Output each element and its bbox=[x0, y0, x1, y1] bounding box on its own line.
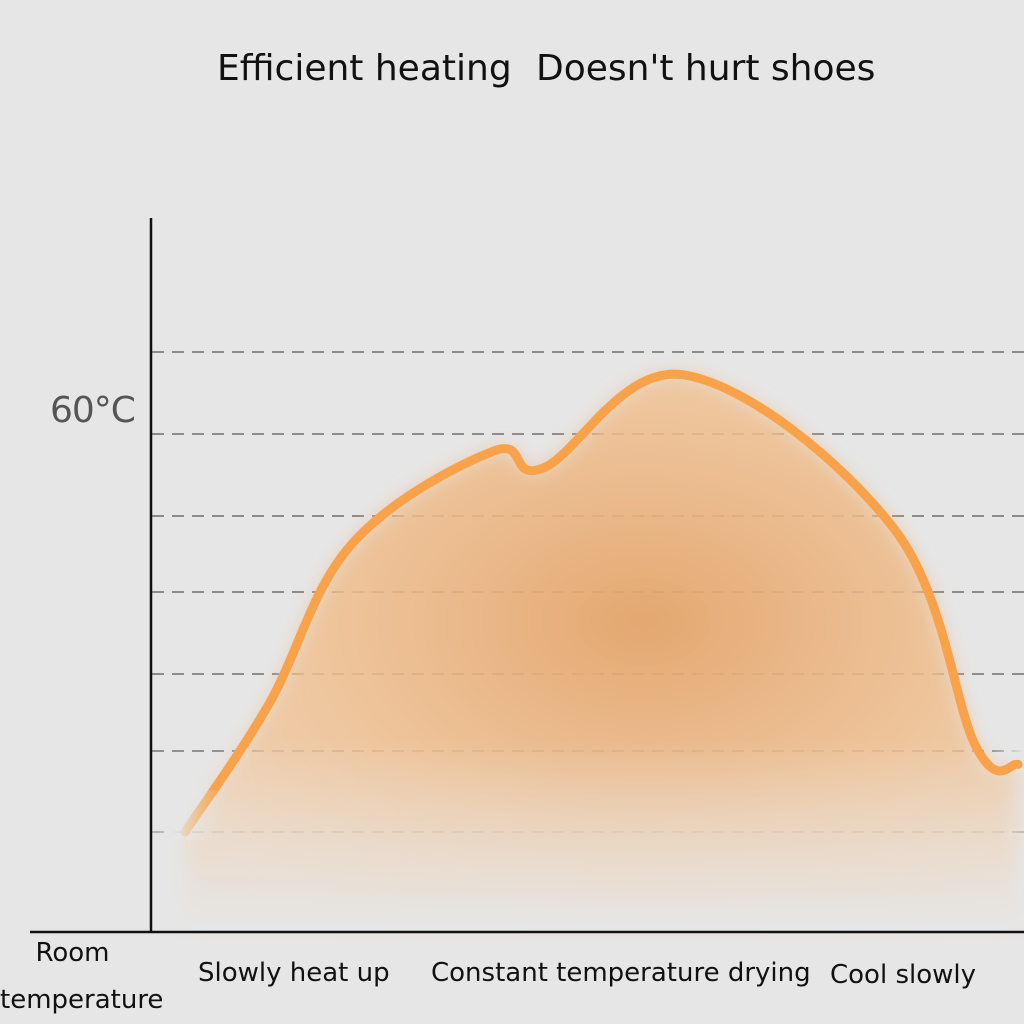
temperature-curve-line bbox=[180, 369, 1023, 837]
curve-start-fade bbox=[170, 790, 220, 840]
headline-efficient-heating: Efficient heating bbox=[217, 48, 512, 89]
curve-end-fade bbox=[990, 690, 1024, 760]
origin-label-room: Room bbox=[35, 938, 110, 968]
phase-label-constant-temperature-drying: Constant temperature drying bbox=[431, 958, 811, 988]
area-bottom-fade bbox=[150, 740, 1024, 935]
phase-label-cool-slowly: Cool slowly bbox=[830, 960, 977, 990]
y-axis-60c-label: 60°C bbox=[50, 390, 136, 431]
headline-doesnt-hurt-shoes: Doesn't hurt shoes bbox=[536, 48, 876, 89]
origin-label-temperature: temperature bbox=[0, 985, 164, 1015]
phase-label-slowly-heat-up: Slowly heat up bbox=[198, 958, 390, 988]
